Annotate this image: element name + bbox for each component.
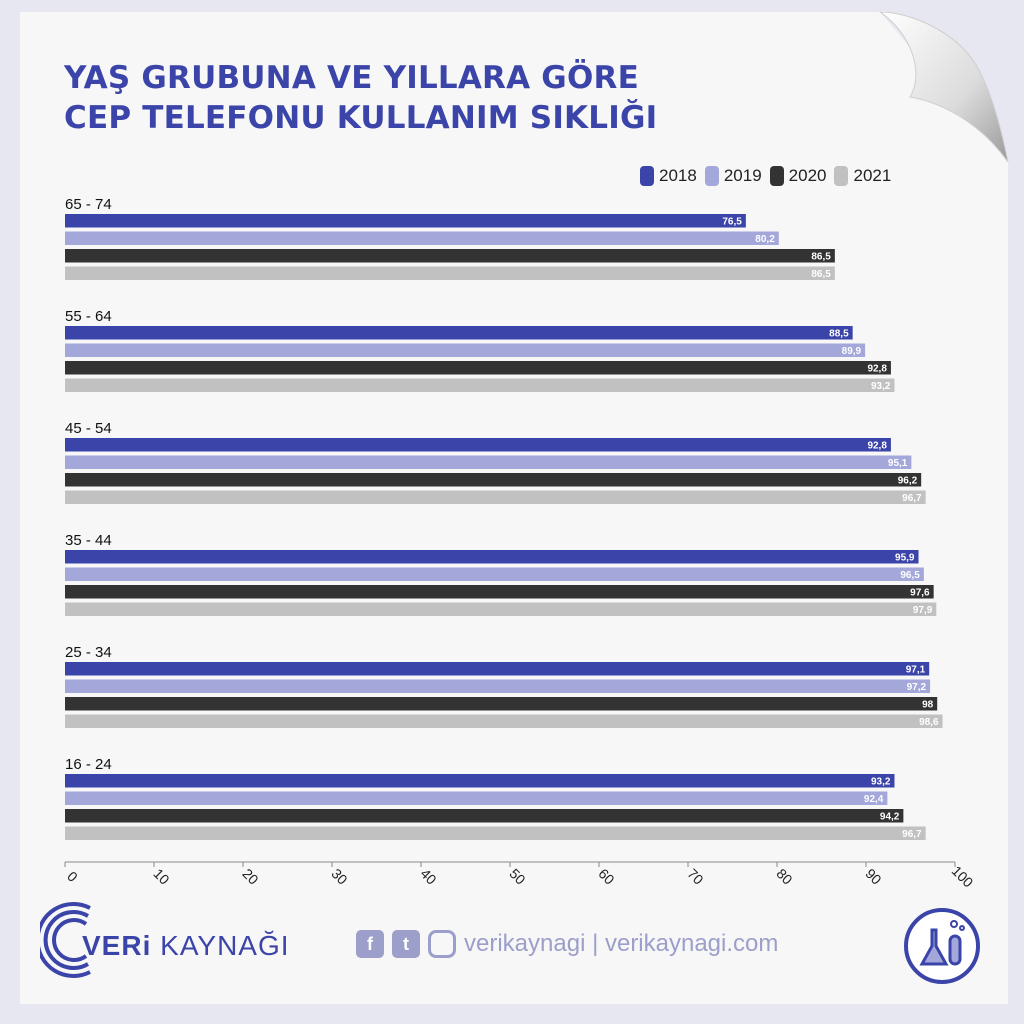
page-curl <box>879 12 1009 162</box>
bar-value-label: 92,8 <box>867 364 887 375</box>
legend-label-2020: 2020 <box>788 166 827 185</box>
social-links: f t verikaynagi | verikaynagi.com <box>356 930 778 958</box>
category-label: 55 - 64 <box>65 308 112 325</box>
legend-label-2019: 2019 <box>723 166 762 185</box>
bar-2018 <box>65 662 930 676</box>
bar-2020 <box>65 249 835 263</box>
instagram-icon[interactable] <box>428 930 456 958</box>
bar-value-label: 97,9 <box>913 605 933 616</box>
veri-kaynagi-logo-icon <box>40 902 91 978</box>
legend-item-2018: 2018 <box>640 166 697 186</box>
bar-value-label: 89,9 <box>842 346 862 357</box>
bar-value-label: 92,8 <box>867 441 887 452</box>
legend-swatch-2021 <box>834 166 849 186</box>
bar-value-label: 94,2 <box>880 812 900 823</box>
bar-value-label: 96,5 <box>900 570 920 581</box>
bar-value-label: 96,2 <box>898 476 918 487</box>
bar-2020 <box>65 809 904 823</box>
chart-title-line1: YAŞ GRUBUNA VE YILLARA GÖRE <box>64 60 639 96</box>
bar-value-label: 97,6 <box>910 588 930 599</box>
social-handle-text[interactable]: verikaynagi | verikaynagi.com <box>464 930 779 957</box>
bar-2020 <box>65 697 938 711</box>
brand-name: VERi KAYNAĞI <box>82 930 290 962</box>
bar-value-label: 76,5 <box>722 217 742 228</box>
x-tick-label: 10 <box>150 865 172 887</box>
bar-2021 <box>65 378 895 392</box>
legend-item-2021: 2021 <box>834 166 891 186</box>
chart-title-line2: CEP TELEFONU KULLANIM SIKLIĞI <box>64 100 658 136</box>
legend-swatch-2020 <box>769 166 784 186</box>
facebook-icon[interactable]: f <box>356 930 384 958</box>
bar-2019 <box>65 343 866 357</box>
bar-2021 <box>65 266 835 280</box>
category-label: 25 - 34 <box>65 644 112 661</box>
lab-flask-icon <box>904 908 980 984</box>
legend-item-2019: 2019 <box>704 166 762 186</box>
category-label: 45 - 54 <box>65 420 112 437</box>
bar-value-label: 98 <box>922 700 934 711</box>
bar-2019 <box>65 679 931 693</box>
x-tick-label: 50 <box>506 865 528 887</box>
x-tick-label: 70 <box>684 865 706 887</box>
bar-2018 <box>65 774 895 788</box>
bar-2019 <box>65 791 888 805</box>
x-tick-label: 20 <box>239 865 261 887</box>
bar-value-label: 97,1 <box>906 665 926 676</box>
bar-value-label: 95,1 <box>888 458 908 469</box>
bar-value-label: 86,5 <box>811 252 831 263</box>
bar-value-label: 92,4 <box>864 794 884 805</box>
bar-2018 <box>65 438 891 452</box>
x-tick-label: 60 <box>595 865 617 887</box>
x-tick-label: 100 <box>949 863 977 891</box>
legend-label-2021: 2021 <box>853 166 892 185</box>
category-label: 16 - 24 <box>65 756 112 773</box>
x-tick-label: 30 <box>328 865 350 887</box>
x-tick-label: 40 <box>417 865 439 887</box>
bar-2020 <box>65 361 891 375</box>
x-tick-label: 0 <box>64 868 81 885</box>
x-tick-label: 80 <box>773 865 795 887</box>
twitter-icon[interactable]: t <box>392 930 420 958</box>
bar-value-label: 80,2 <box>755 234 775 245</box>
bar-2021 <box>65 490 926 504</box>
bar-2019 <box>65 567 924 581</box>
bar-2019 <box>65 231 779 245</box>
chart-title: YAŞ GRUBUNA VE YILLARA GÖRE CEP TELEFONU… <box>64 58 657 138</box>
category-label: 35 - 44 <box>65 532 112 549</box>
bar-value-label: 96,7 <box>902 493 922 504</box>
bar-value-label: 98,6 <box>919 717 939 728</box>
x-tick-label: 90 <box>862 865 884 887</box>
bar-2021 <box>65 602 937 616</box>
bar-2021 <box>65 826 926 840</box>
brand-name-light: KAYNAĞI <box>160 930 290 961</box>
legend-label-2018: 2018 <box>659 166 697 185</box>
chart-legend: 2018 2019 2020 2021 <box>640 166 891 186</box>
bar-value-label: 95,9 <box>895 553 915 564</box>
bar-2019 <box>65 455 912 469</box>
legend-swatch-2018 <box>640 166 654 186</box>
bar-2018 <box>65 326 853 340</box>
bar-2021 <box>65 714 943 728</box>
bar-2020 <box>65 585 934 599</box>
legend-swatch-2019 <box>704 166 719 186</box>
bar-2018 <box>65 214 746 228</box>
category-label: 65 - 74 <box>65 196 112 213</box>
bar-value-label: 97,2 <box>907 682 927 693</box>
bar-value-label: 86,5 <box>811 269 831 280</box>
bar-2018 <box>65 550 919 564</box>
bar-value-label: 96,7 <box>902 829 922 840</box>
bar-value-label: 88,5 <box>829 329 849 340</box>
brand-name-bold: VERi <box>82 930 152 961</box>
bar-value-label: 93,2 <box>871 777 891 788</box>
bar-value-label: 93,2 <box>871 381 891 392</box>
bar-2020 <box>65 473 922 487</box>
legend-item-2020: 2020 <box>769 166 827 186</box>
